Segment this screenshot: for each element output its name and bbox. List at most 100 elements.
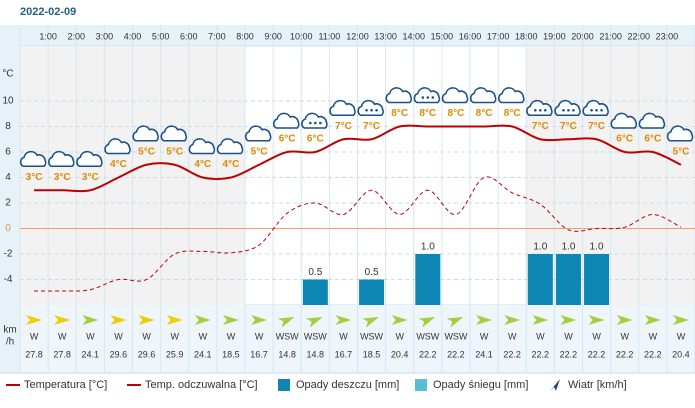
legend-label: Wiatr [km/h]: [568, 379, 627, 391]
hour-label: 17:00: [487, 31, 510, 41]
wind-speed: 14.8: [307, 349, 325, 359]
cloud: [160, 125, 188, 142]
wind-speed: 18.5: [363, 349, 381, 359]
hour-label: 21:00: [599, 31, 622, 41]
arrow-shape: [335, 315, 352, 325]
arrow-shape: [616, 315, 633, 325]
feels-like-line: [34, 176, 682, 292]
cloud: [104, 138, 131, 155]
hour-label: 9:00: [264, 31, 282, 41]
wind-axis-label: km: [3, 325, 16, 336]
rain-drop: [539, 108, 542, 112]
wind-direction: W: [508, 331, 517, 341]
precip-label: 1.0: [421, 242, 435, 253]
precip-bar: [555, 254, 581, 305]
cloud: [301, 112, 328, 129]
rain-drop: [567, 108, 570, 112]
weather-icon: [638, 112, 666, 129]
temperature-label: 8°C: [419, 108, 436, 119]
arrow-shape: [672, 315, 689, 325]
wind-direction: WSW: [416, 331, 439, 341]
wind-speed: 24.1: [82, 349, 100, 359]
legend-label: Temperatura [°C]: [24, 379, 107, 391]
arrow-shape: [560, 315, 577, 325]
wind-speed: 22.2: [616, 349, 634, 359]
legend-label: Opady śniegu [mm]: [433, 379, 528, 391]
rain-drop: [595, 108, 598, 112]
weather-icon: [582, 99, 609, 117]
wind-arrow: [251, 315, 268, 325]
wind-arrow: [277, 316, 295, 328]
wind-direction: W: [649, 331, 658, 341]
chart-title: 2022-02-09: [20, 6, 76, 18]
temperature-label: 5°C: [251, 146, 268, 157]
wind-arrow: [26, 315, 43, 325]
hour-label: 1:00: [39, 31, 57, 41]
temperature-label: 5°C: [673, 146, 690, 157]
wind-arrow: [54, 315, 71, 325]
wind-speed: 27.8: [53, 349, 71, 359]
wind-arrow: [560, 315, 577, 325]
rain-drop: [319, 121, 322, 125]
cloud: [188, 138, 216, 155]
arrow-shape: [306, 316, 323, 328]
arrow-shape: [504, 315, 521, 325]
y-tick-label: -2: [4, 249, 13, 260]
cloud: [469, 87, 497, 104]
weather-icon: [273, 112, 300, 129]
y-tick-label: 8: [5, 121, 11, 132]
wind-direction: WSW: [276, 331, 299, 341]
weather-icon: [413, 87, 441, 104]
wind-direction: W: [30, 331, 39, 341]
cloud: [357, 99, 384, 117]
axis-band: [0, 25, 20, 373]
cloud: [76, 150, 103, 168]
wind-direction: W: [536, 331, 545, 341]
rain-drop: [370, 108, 373, 112]
hour-label: 5:00: [152, 31, 170, 41]
hour-label: 11:00: [318, 31, 340, 41]
precip-label: 0.5: [308, 267, 322, 278]
hour-label: 23:00: [656, 31, 679, 41]
wind-direction: WSW: [444, 331, 467, 341]
rain-drop: [572, 108, 575, 112]
rain-drop: [421, 96, 425, 99]
wind-arrow: [110, 315, 127, 325]
wind-direction: W: [564, 331, 573, 341]
hour-label: 3:00: [96, 31, 114, 41]
temperature-line: [34, 124, 682, 193]
cloud: [638, 112, 666, 129]
hour-label: 2:00: [67, 31, 85, 41]
temperature-label: 6°C: [279, 134, 296, 145]
legend-swatch: [550, 379, 560, 391]
wind-speed: 16.7: [250, 349, 268, 359]
hour-label: 13:00: [374, 31, 397, 41]
cloud: [554, 99, 581, 117]
legend-swatch: [278, 379, 290, 391]
wind-arrow: [194, 315, 211, 325]
hour-label: 15:00: [431, 31, 454, 41]
weather-icon: [216, 138, 244, 155]
cloud: [329, 99, 356, 117]
rain-drop: [431, 96, 435, 99]
rain-drop: [534, 108, 537, 112]
arrow-shape: [588, 315, 605, 325]
temperature-label: 3°C: [54, 172, 71, 183]
cloud: [19, 150, 47, 168]
arrow-shape: [532, 315, 549, 325]
wind-arrow: [391, 315, 408, 325]
precip-label: 1.0: [533, 242, 547, 253]
wind-arrow: [166, 315, 183, 325]
weather-icon: [610, 112, 638, 129]
rain-drop: [314, 121, 317, 125]
wind-arrow: [418, 316, 436, 328]
wind-speed: 22.2: [532, 349, 550, 359]
arrow-shape: [166, 315, 183, 325]
y-tick-label: 0: [5, 223, 11, 234]
temperature-label: 5°C: [138, 146, 155, 157]
wind-speed: 22.2: [447, 349, 465, 359]
weather-icon: [301, 112, 328, 129]
precip-bar: [584, 254, 610, 305]
weather-icon: [526, 99, 553, 117]
arrow-shape: [418, 316, 436, 328]
